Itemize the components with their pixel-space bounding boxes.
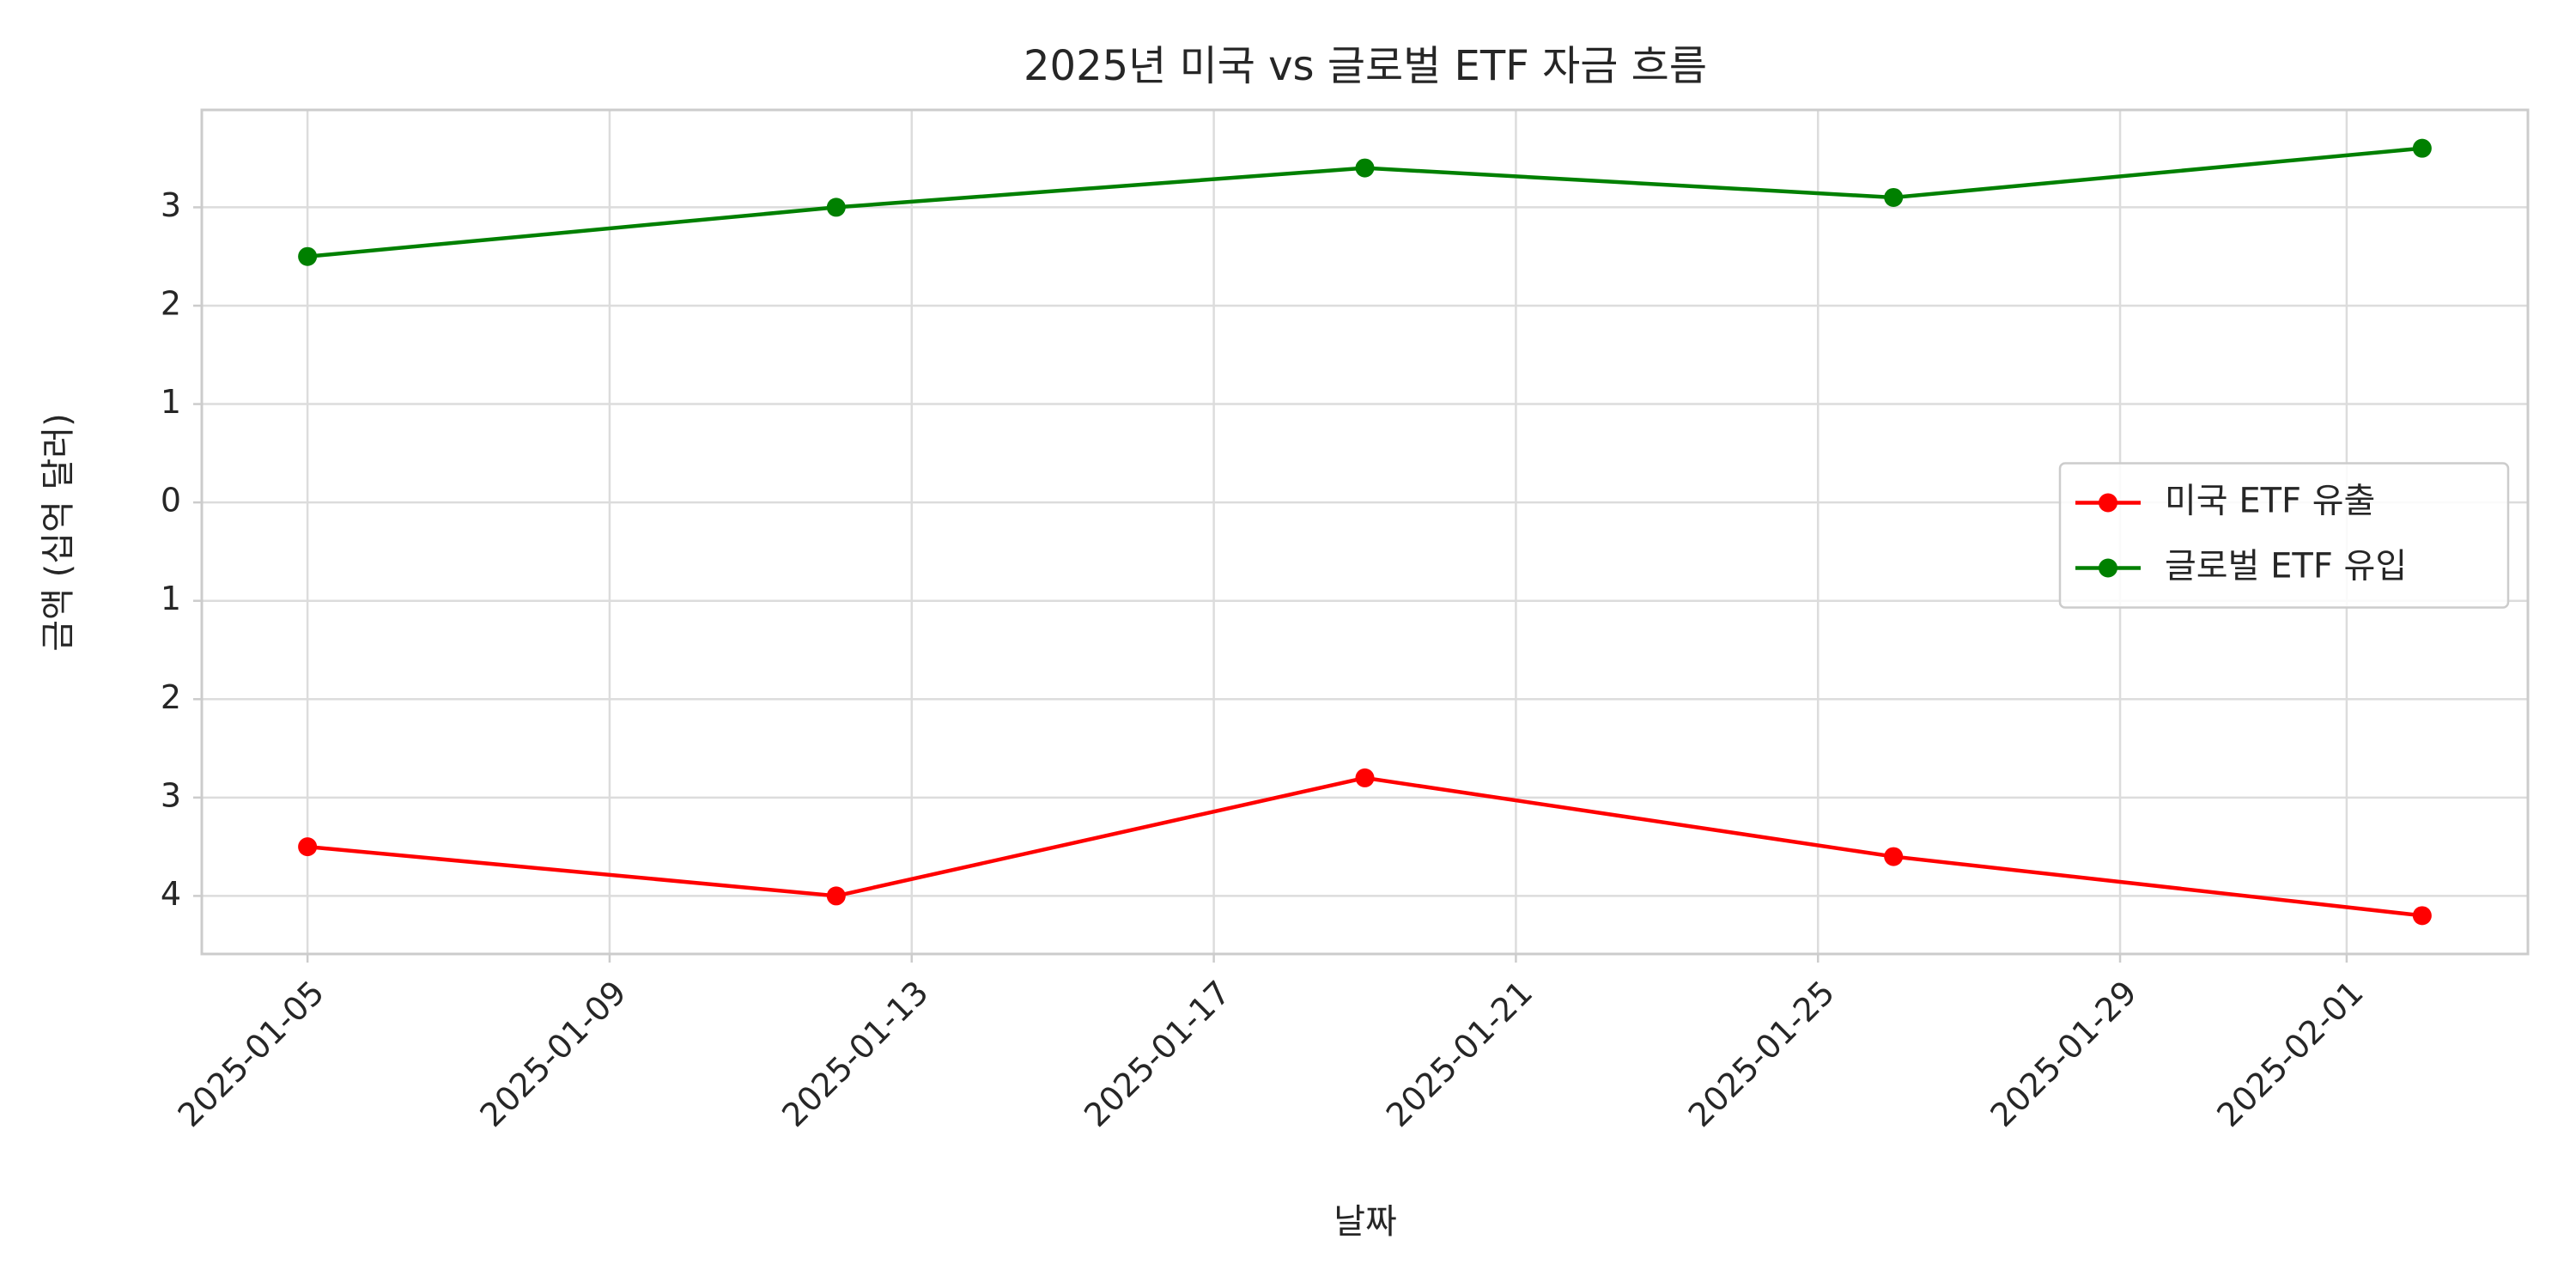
data-point — [298, 246, 318, 266]
y-tick-label: 2 — [161, 284, 181, 322]
data-point — [1355, 768, 1375, 787]
data-point — [1884, 847, 1904, 866]
legend-box — [2058, 462, 2510, 609]
legend-marker — [2099, 558, 2117, 578]
data-point — [2412, 138, 2432, 158]
y-axis-label: 금액 (십억 달러) — [39, 413, 78, 651]
y-tick-label: 1 — [161, 580, 181, 617]
y-tick-label: 0 — [161, 482, 181, 519]
legend-label: 미국 ETF 유출 — [2165, 482, 2375, 521]
data-point — [298, 837, 318, 857]
y-tick-label: 2 — [161, 678, 181, 716]
data-point — [826, 197, 846, 217]
chart-title: 2025년 미국 vs 글로벌 ETF 자금 흐름 — [1024, 42, 1707, 90]
data-point — [1884, 187, 1904, 207]
data-point — [2412, 906, 2432, 926]
x-axis-label: 날짜 — [1334, 1202, 1397, 1242]
legend-label: 글로벌 ETF 유입 — [2165, 547, 2407, 586]
y-tick-label: 3 — [161, 186, 181, 224]
y-tick-label: 4 — [161, 875, 181, 913]
y-tick-label: 1 — [161, 383, 181, 421]
data-point — [1355, 158, 1375, 178]
legend-marker — [2099, 493, 2117, 513]
plot-frame — [200, 108, 2530, 956]
data-point — [826, 886, 846, 906]
y-tick-label: 3 — [161, 776, 181, 814]
